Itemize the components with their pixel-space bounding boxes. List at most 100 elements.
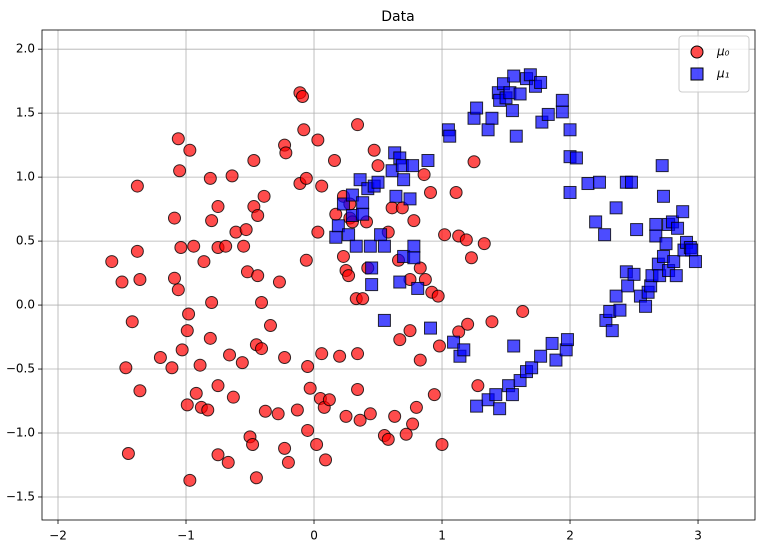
point [424, 185, 438, 199]
point [130, 244, 144, 258]
point [278, 351, 292, 365]
plot-frame [41, 29, 756, 521]
point [609, 289, 623, 303]
chart-title: Data [381, 9, 414, 25]
point [656, 189, 670, 203]
point [336, 249, 350, 263]
point [545, 336, 559, 350]
point [560, 333, 574, 347]
point [121, 446, 135, 460]
point [371, 175, 385, 189]
point [467, 155, 481, 169]
y-tick-label: 0.0 [16, 298, 35, 312]
point [424, 321, 438, 335]
point [165, 361, 179, 375]
point [315, 347, 329, 361]
point [438, 228, 452, 242]
point [180, 324, 194, 338]
point [189, 386, 203, 400]
point [319, 453, 333, 467]
point [367, 143, 381, 157]
point [470, 101, 484, 115]
point [295, 90, 309, 104]
point [397, 173, 411, 187]
point [315, 179, 329, 193]
point [301, 423, 315, 437]
point [403, 192, 417, 206]
point [569, 151, 583, 165]
point [281, 455, 295, 469]
legend-label: μ₀ [716, 45, 730, 59]
point [443, 129, 457, 143]
point [201, 403, 215, 417]
point [105, 255, 119, 269]
point [624, 175, 638, 189]
point [621, 279, 635, 293]
point [175, 343, 189, 357]
point [271, 407, 285, 421]
point [365, 278, 379, 292]
point [507, 339, 521, 353]
point [311, 133, 325, 147]
point [377, 239, 391, 253]
point [211, 448, 225, 462]
point [290, 403, 304, 417]
point [489, 388, 503, 402]
point [549, 353, 563, 367]
point [133, 272, 147, 286]
point [353, 413, 367, 427]
point [255, 342, 269, 356]
point [279, 146, 293, 160]
point [471, 379, 485, 393]
point [197, 255, 211, 269]
point [403, 324, 417, 338]
point [333, 349, 347, 363]
point [431, 289, 445, 303]
point [464, 251, 478, 265]
point [351, 383, 365, 397]
point [363, 407, 377, 421]
point [605, 324, 619, 338]
point [534, 349, 548, 363]
point [311, 225, 325, 239]
point [667, 255, 681, 269]
point [119, 361, 133, 375]
point [509, 129, 523, 143]
point [297, 123, 311, 137]
point [345, 188, 359, 202]
point [406, 417, 420, 431]
point [516, 304, 530, 318]
point [407, 239, 421, 253]
point [485, 111, 499, 125]
legend-marker [690, 45, 704, 59]
series [105, 86, 530, 487]
point [237, 239, 251, 253]
point [589, 215, 603, 229]
point [225, 169, 239, 183]
point [534, 75, 548, 89]
point [581, 177, 595, 191]
point [688, 255, 702, 269]
point [505, 104, 519, 118]
x-tick-label: −2 [49, 529, 67, 543]
point [249, 471, 263, 485]
point [180, 398, 194, 412]
point [676, 205, 690, 219]
point [272, 275, 286, 289]
point [339, 409, 353, 423]
point [555, 93, 569, 107]
point [331, 219, 345, 233]
point [356, 196, 370, 210]
y-tick-label: 1.0 [16, 170, 35, 184]
legend-box [678, 35, 750, 93]
point [171, 132, 185, 146]
point [187, 239, 201, 253]
point [427, 388, 441, 402]
point [246, 438, 260, 452]
point [388, 409, 402, 423]
point [235, 356, 249, 370]
point [363, 239, 377, 253]
point [406, 159, 420, 173]
point [411, 281, 425, 295]
point [342, 228, 356, 242]
